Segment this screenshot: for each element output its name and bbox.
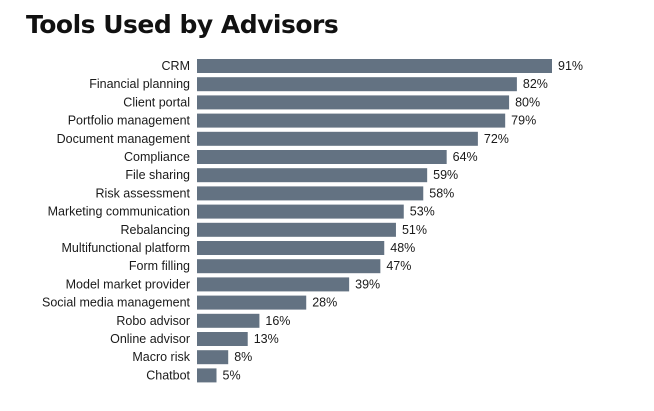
bar-robo-advisor — [197, 313, 260, 328]
value-label-document-management: 72% — [484, 132, 509, 146]
category-label-portfolio-management: Portfolio management — [68, 114, 191, 128]
category-label-rebalancing: Rebalancing — [121, 223, 191, 237]
bar-social-media-management — [197, 295, 307, 310]
category-label-model-market-provider: Model market provider — [66, 277, 190, 291]
bar-multifunctional-platform — [197, 241, 385, 255]
category-label-client-portal: Client portal — [123, 95, 190, 109]
bar-client-portal — [197, 95, 510, 110]
category-labels: CRM Financial planning Client portal Portfo… — [42, 59, 191, 382]
bar-financial-planning — [197, 77, 517, 92]
chart-title: Tools Used by Advisors — [26, 10, 339, 39]
bar-rebalancing — [197, 222, 396, 237]
category-label-compliance: Compliance — [124, 150, 190, 164]
bar-file-sharing — [197, 168, 428, 183]
value-label-form-filling: 47% — [386, 259, 411, 273]
category-label-chatbot: Chatbot — [146, 368, 190, 382]
bar-form-filling — [197, 259, 381, 274]
bar-model-market-provider — [197, 277, 350, 292]
value-label-macro-risk: 8% — [234, 350, 252, 364]
value-label-compliance: 64% — [453, 150, 478, 164]
category-label-marketing-communication: Marketing communication — [48, 205, 190, 219]
value-label-crm: 91% — [558, 59, 583, 73]
category-label-social-media-management: Social media management — [42, 296, 191, 310]
bar-compliance — [197, 150, 447, 164]
value-label-multifunctional-platform: 48% — [390, 241, 415, 255]
value-label-online-advisor: 13% — [254, 332, 279, 346]
category-label-risk-assessment: Risk assessment — [96, 186, 191, 200]
value-label-rebalancing: 51% — [402, 223, 427, 237]
value-label-chatbot: 5% — [223, 368, 241, 382]
value-label-financial-planning: 82% — [523, 77, 548, 91]
category-label-macro-risk: Macro risk — [132, 350, 190, 364]
category-label-multifunctional-platform: Multifunctional platform — [61, 241, 190, 255]
bar-online-advisor — [197, 332, 248, 346]
bar-chatbot — [197, 368, 217, 383]
bar-document-management — [197, 131, 478, 146]
category-label-file-sharing: File sharing — [125, 168, 190, 182]
bars — [197, 59, 552, 383]
value-labels: 91% 82% 80% 79%72% 64% 59% 58% 53% 51% 48% 47% 39% 2… — [223, 59, 584, 382]
value-label-risk-assessment: 58% — [429, 186, 454, 200]
bar-marketing-communication — [197, 204, 404, 219]
value-label-model-market-provider: 39% — [355, 277, 380, 291]
bar-crm — [197, 59, 552, 73]
category-label-financial-planning: Financial planning — [89, 77, 190, 91]
category-label-document-management: Document management — [57, 132, 191, 146]
category-label-form-filling: Form filling — [129, 259, 190, 273]
value-label-robo-advisor: 16% — [265, 314, 290, 328]
bar-risk-assessment — [197, 186, 424, 201]
value-label-file-sharing: 59% — [433, 168, 458, 182]
category-label-robo-advisor: Robo advisor — [116, 314, 190, 328]
category-label-crm: CRM — [162, 59, 190, 73]
bar-portfolio-management — [197, 113, 506, 128]
value-label-social-media-management: 28% — [312, 296, 337, 310]
bar-macro-risk — [197, 350, 229, 365]
value-label-client-portal: 80% — [515, 95, 540, 109]
value-label-marketing-communication: 53% — [410, 205, 435, 219]
category-label-online-advisor: Online advisor — [110, 332, 190, 346]
value-label-portfolio-management: 79% — [511, 114, 536, 128]
